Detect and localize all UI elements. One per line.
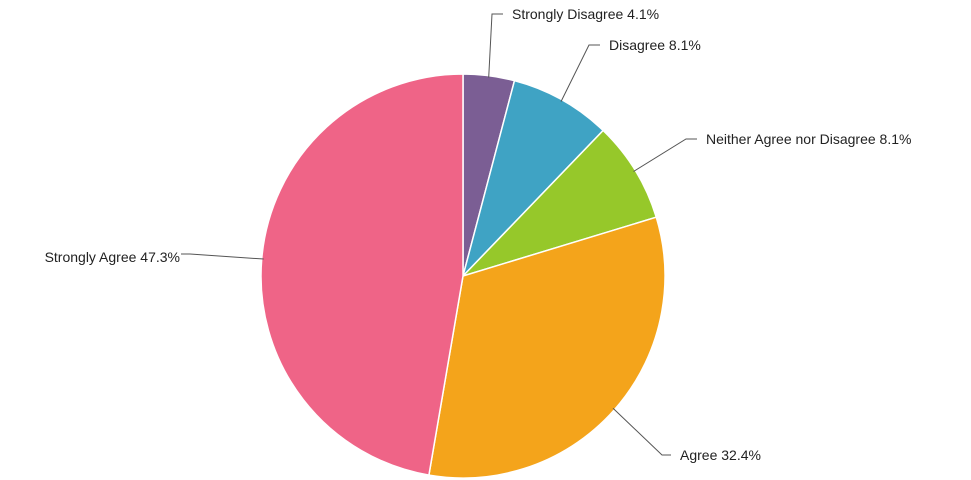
slice-label-2: Disagree 8.1% [609,37,701,53]
slices-layer [260,73,666,479]
leader-line-3 [633,138,697,172]
leader-line-2 [560,44,600,102]
labels-layer: Strongly Disagree 4.1% Disagree 8.1% Neith… [45,6,912,463]
leader-line-4 [612,407,671,456]
pie-slice-5 [260,73,464,476]
slice-label-3: Neither Agree nor Disagree 8.1% [706,131,911,147]
slice-label-4: Agree 32.4% [680,447,761,463]
leader-lines-layer [181,13,697,456]
slice-label-5: Strongly Agree 47.3% [45,249,180,265]
slice-label-1: Strongly Disagree 4.1% [512,6,659,22]
leader-line-5 [181,253,264,260]
leader-line-1 [488,13,503,78]
